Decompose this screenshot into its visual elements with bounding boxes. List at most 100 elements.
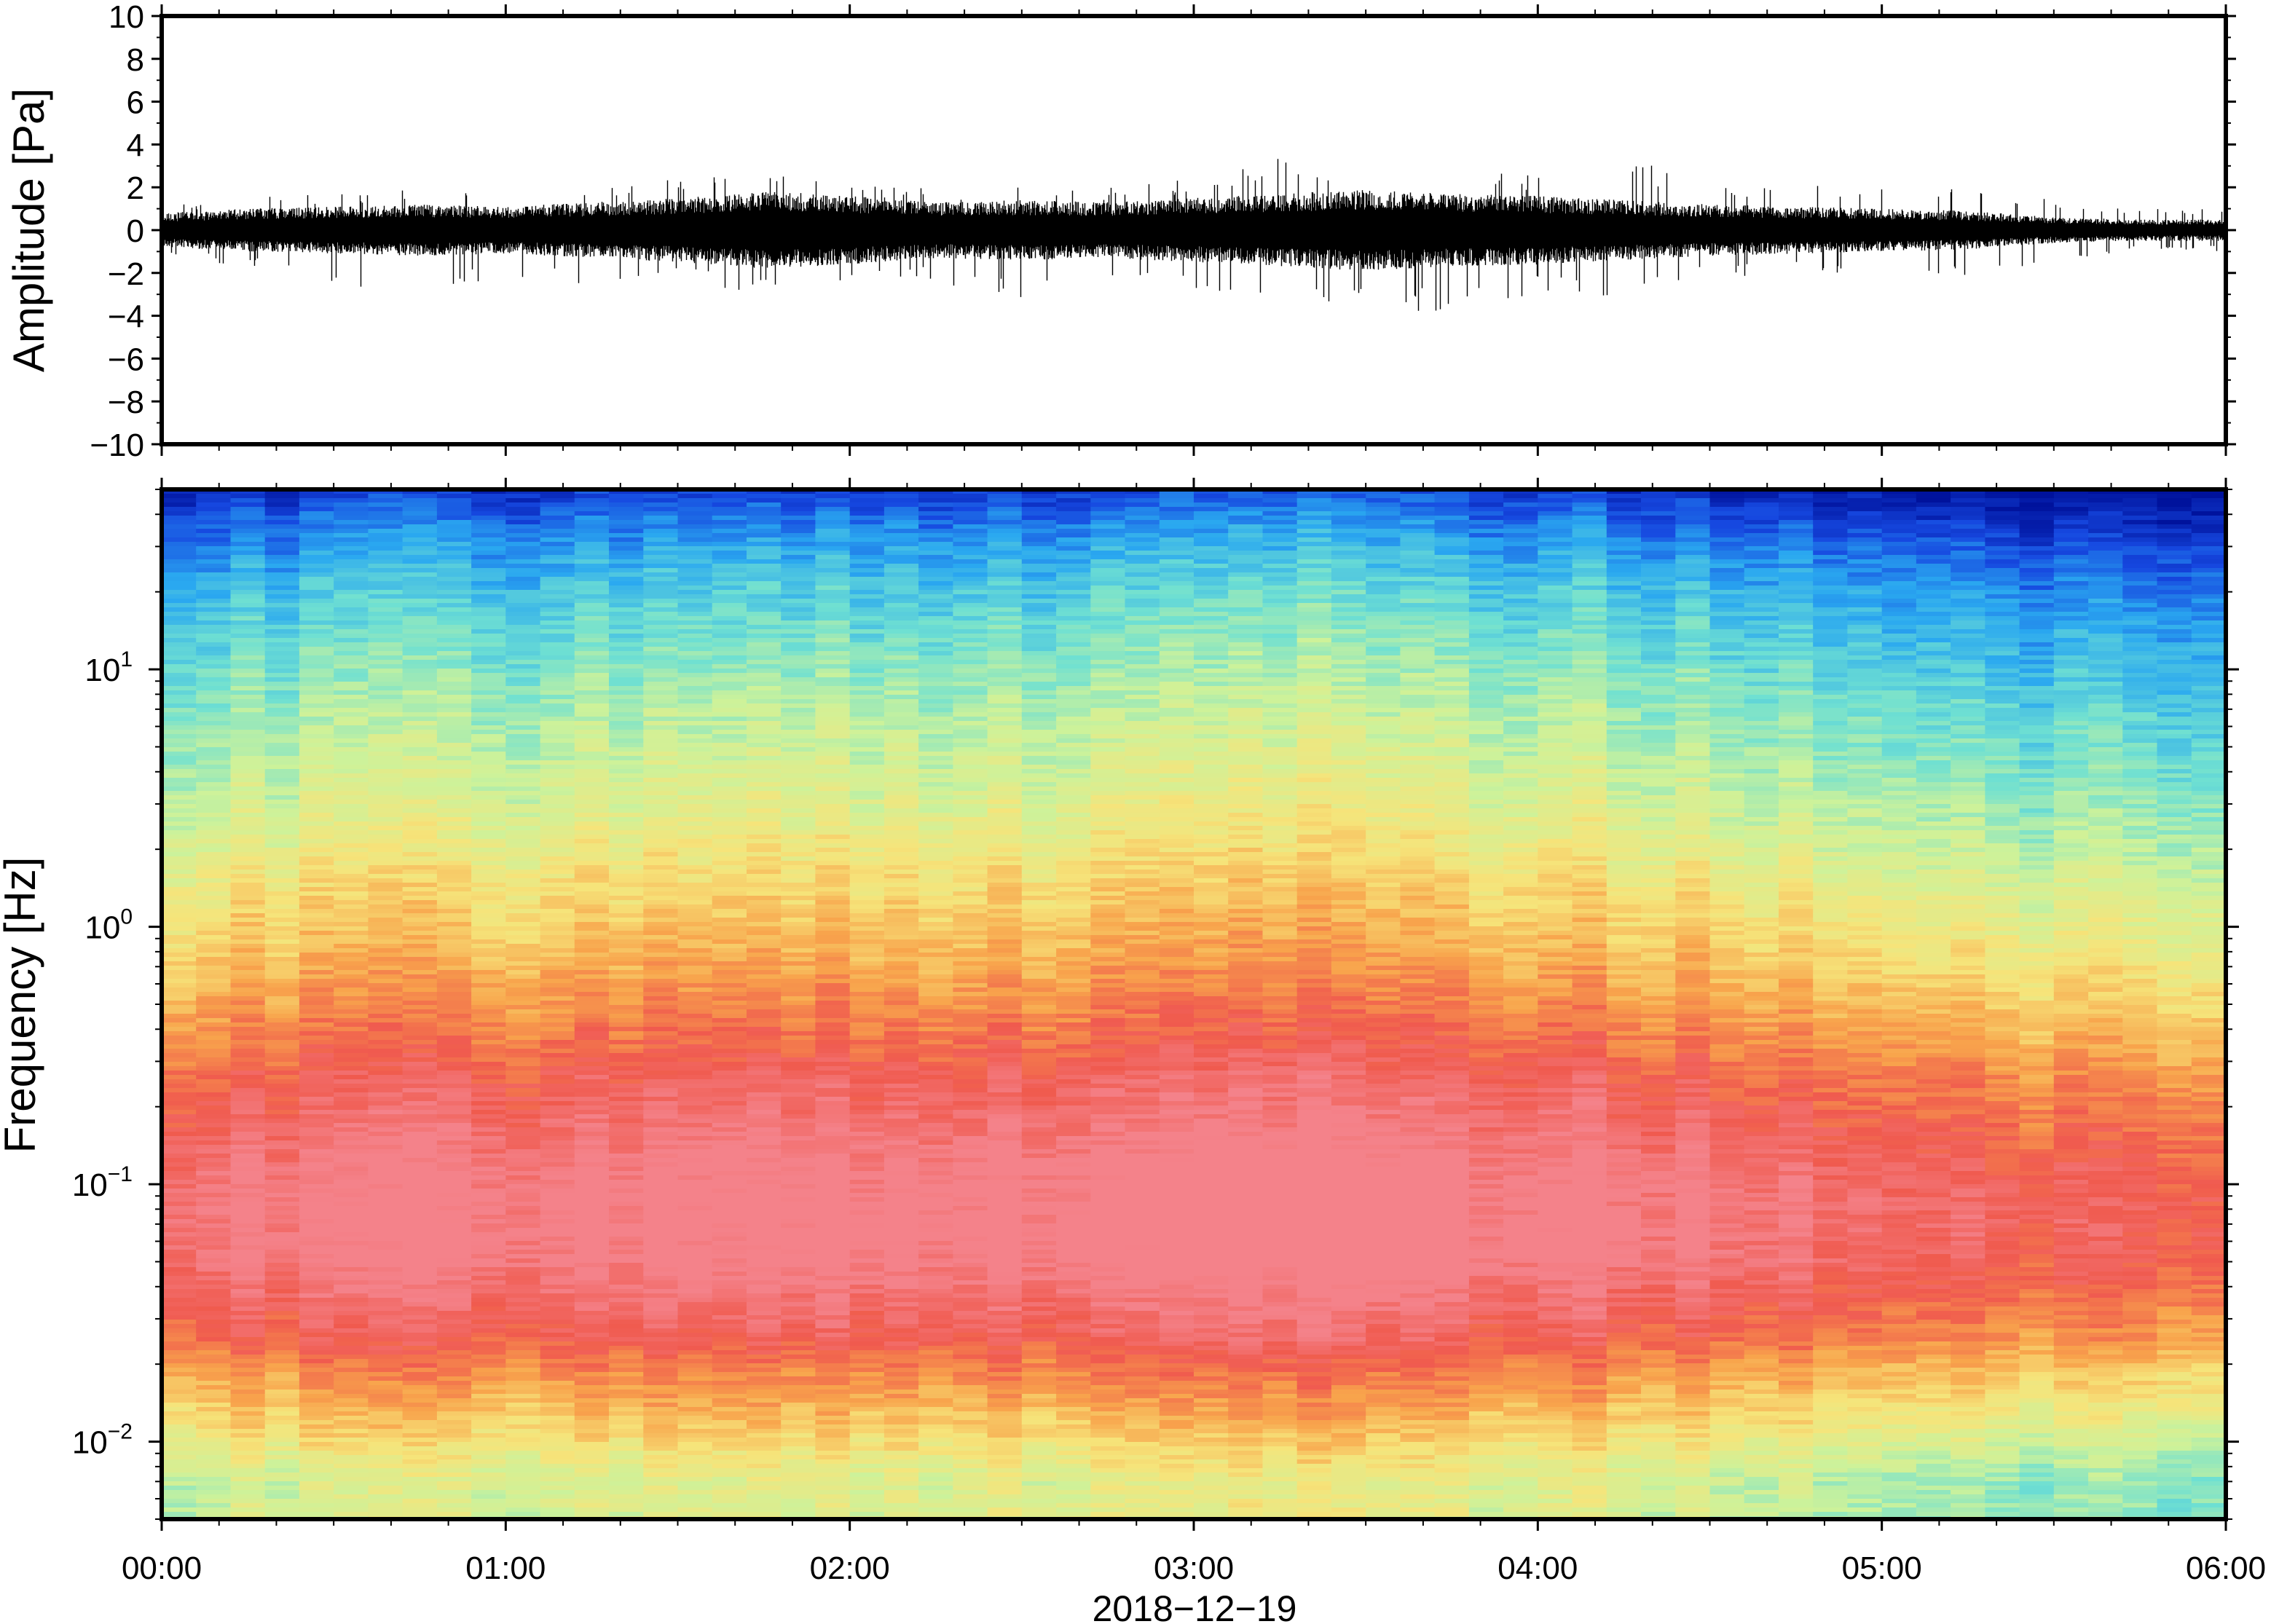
spectrogram-cell (230, 1481, 266, 1486)
spectrogram-cell (505, 603, 541, 608)
spectrogram-cell (781, 1110, 816, 1115)
spectrogram-cell (849, 1499, 885, 1504)
spectrogram-cell (334, 1250, 369, 1255)
spectrogram-cell (677, 1228, 713, 1233)
spectrogram-cell (747, 883, 782, 888)
spectrogram-cell (264, 1202, 300, 1207)
spectrogram-cell (815, 524, 851, 529)
spectrogram-cell (643, 970, 679, 975)
spectrogram-cell (402, 1066, 438, 1071)
spectrogram-cell (230, 1145, 266, 1150)
spectrogram-cell (643, 1105, 679, 1111)
spectrogram-cell (815, 944, 851, 949)
spectrogram-cell (574, 703, 610, 709)
spectrogram-cell (299, 835, 334, 840)
spectrogram-cell (747, 625, 782, 630)
spectrogram-cell (264, 695, 300, 700)
spectrogram-cell (196, 1372, 232, 1377)
spectrogram-cell (436, 1215, 472, 1220)
spectrogram-cell (815, 983, 851, 988)
spectrogram-cell (712, 752, 747, 757)
spectrogram-cell (264, 1123, 300, 1128)
spectrogram-cell (402, 607, 438, 612)
spectrogram-cell (334, 852, 369, 857)
spectrogram-cell (505, 695, 541, 700)
spectrogram-cell (368, 1105, 404, 1111)
spectrogram-cell (230, 1272, 266, 1277)
spectrogram-cell (540, 1341, 575, 1347)
spectrogram-cell (264, 620, 300, 626)
spectrogram-cell (334, 1040, 369, 1045)
spectrogram-cell (334, 1149, 369, 1154)
spectrogram-cell (574, 821, 610, 827)
spectrogram-cell (781, 883, 816, 888)
spectrogram-cell (712, 1167, 747, 1172)
spectrogram-cell (712, 874, 747, 879)
spectrogram-cell (505, 1512, 541, 1517)
spectrogram-cell (436, 673, 472, 678)
spectrogram-cell (402, 738, 438, 744)
spectrogram-cell (609, 551, 644, 556)
spectrogram-cell (402, 1481, 438, 1486)
spectrogram-cell (368, 559, 404, 564)
spectrogram-cell (334, 817, 369, 822)
spectrogram-cell (230, 638, 266, 643)
spectrogram-cell (781, 612, 816, 617)
spectrogram-cell (436, 1132, 472, 1137)
spectrogram-cell (574, 1062, 610, 1067)
spectrogram-cell (196, 516, 232, 521)
spectrogram-cell (609, 1101, 644, 1106)
spectrogram-cell (264, 1228, 300, 1233)
spectrogram-cell (712, 1468, 747, 1473)
spectrogram-cell (402, 835, 438, 840)
spectrogram-cell (230, 1429, 266, 1434)
spectrogram-cell (162, 865, 197, 870)
spectrogram-cell (712, 1341, 747, 1347)
spectrogram-cell (643, 1044, 679, 1049)
spectrogram-cell (162, 747, 197, 752)
spectrogram-cell (264, 800, 300, 805)
spectrogram-cell (609, 568, 644, 573)
spectrogram-cell (471, 830, 507, 835)
spectrogram-cell (643, 1324, 679, 1329)
spectrogram-cell (162, 502, 197, 508)
spectrogram-cell (643, 1101, 679, 1106)
spectrogram-cell (264, 1258, 300, 1264)
spectrogram-cell (781, 647, 816, 652)
spectrogram-cell (849, 1180, 885, 1185)
spectrogram-cell (677, 564, 713, 569)
spectrogram-cell (781, 756, 816, 761)
spectrogram-cell (196, 1293, 232, 1298)
spectrogram-cell (540, 703, 575, 709)
spectrogram-cell (574, 1215, 610, 1220)
spectrogram-cell (334, 1110, 369, 1115)
spectrogram-cell (540, 1267, 575, 1272)
spectrogram-cell (436, 699, 472, 704)
spectrogram-cell (334, 1272, 369, 1277)
spectrogram-cell (471, 1018, 507, 1023)
spectrogram-cell (540, 1184, 575, 1189)
spectrogram-cell (162, 511, 197, 516)
spectrogram-cell (196, 533, 232, 538)
spectrogram-cell (402, 974, 438, 979)
spectrogram-cell (368, 1237, 404, 1242)
spectrogram-cell (299, 533, 334, 538)
spectrogram-cell (712, 529, 747, 534)
spectrogram-cell (299, 1455, 334, 1460)
spectrogram-cell (402, 1459, 438, 1465)
spectrogram-cell (436, 721, 472, 726)
spectrogram-cell (609, 586, 644, 591)
spectrogram-cell (505, 988, 541, 993)
spectrogram-cell (540, 546, 575, 551)
spectrogram-cell (849, 1372, 885, 1377)
spectrogram-cell (574, 612, 610, 617)
spectrogram-cell (643, 979, 679, 984)
spectrogram-cell (264, 1363, 300, 1368)
spectrogram-cell (264, 1355, 300, 1360)
spectrogram-cell (368, 1184, 404, 1189)
spectrogram-cell (677, 808, 713, 813)
spectrogram-cell (815, 1145, 851, 1150)
spectrogram-cell (505, 848, 541, 853)
spectrogram-cell (815, 1132, 851, 1137)
spectrogram-cell (815, 1245, 851, 1250)
